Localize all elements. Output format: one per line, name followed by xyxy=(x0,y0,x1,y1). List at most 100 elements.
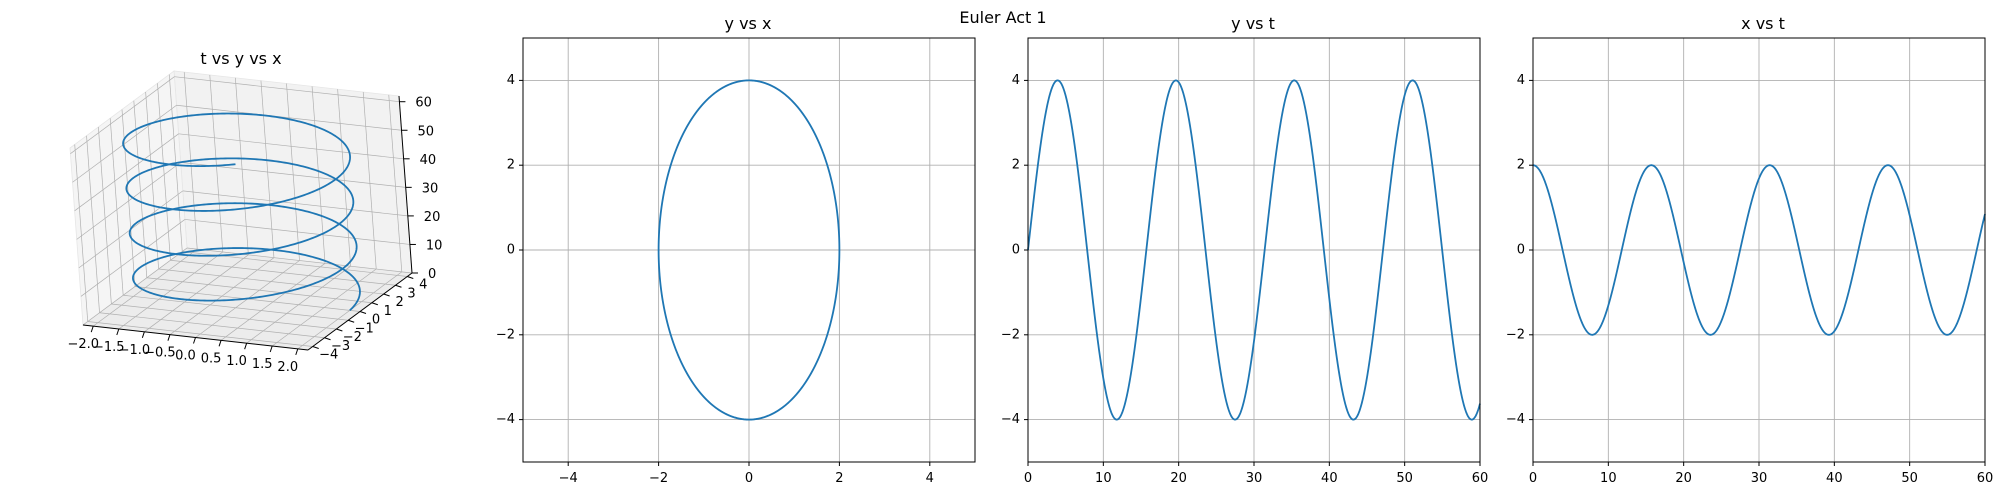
x-vs-t-ytick-label: −4 xyxy=(1506,412,1525,427)
y-vs-x-xtick-label: 0 xyxy=(745,471,753,486)
y-vs-t-xtick-label: 30 xyxy=(1246,471,1263,486)
plot-3d-title: t vs y vs x xyxy=(200,49,281,68)
x-tick xyxy=(167,334,171,341)
z-tick-label: 30 xyxy=(422,181,439,196)
y-vs-t-xtick-label: 40 xyxy=(1321,471,1338,486)
y-vs-t-frame xyxy=(1027,37,1481,463)
grid-left-y xyxy=(145,91,159,270)
y-vs-t-xtick-label: 10 xyxy=(1095,471,1112,486)
y-vs-x-xtick-label: −2 xyxy=(649,471,668,486)
grid-back-x xyxy=(260,80,275,258)
x-tick-label: −1.0 xyxy=(119,343,151,358)
z-tick-label: 0 xyxy=(428,267,436,282)
grid-left-z xyxy=(72,104,177,183)
y-vs-x-frame xyxy=(522,37,976,463)
z-tick-label: 40 xyxy=(420,153,437,168)
grid-back-z xyxy=(180,162,406,188)
x-vs-t-ytick-label: 4 xyxy=(1517,73,1525,88)
y-vs-x-xtick-label: 4 xyxy=(926,471,934,486)
x-vs-t-xtick-label: 60 xyxy=(1977,471,1994,486)
y-tick-label: −1 xyxy=(355,321,374,336)
grid-left-z xyxy=(76,162,181,240)
x-tick xyxy=(193,337,196,344)
grid-floor-y xyxy=(146,277,372,304)
figure-suptitle: Euler Act 1 xyxy=(959,8,1046,27)
y-vs-x-ytick-label: −4 xyxy=(496,412,515,427)
grid-left-y xyxy=(98,126,112,305)
y-tick-label: −4 xyxy=(319,348,338,363)
y-vs-t-ytick-label: −2 xyxy=(1001,327,1020,342)
x-tick-label: −2.0 xyxy=(67,337,99,352)
grid-back-z xyxy=(186,247,413,274)
x-tick-label: 0.0 xyxy=(175,349,196,364)
grid-floor-y xyxy=(111,303,337,330)
z-tick-label: 60 xyxy=(415,96,432,111)
grid-left-y xyxy=(109,118,124,296)
x-tick-label: −0.5 xyxy=(144,346,176,361)
x-vs-t-xtick-label: 0 xyxy=(1529,471,1537,486)
y-vs-t-ytick-label: 0 xyxy=(1012,243,1020,258)
plot-y-vs-t-title: y vs t xyxy=(1231,14,1275,33)
grid-back-z xyxy=(184,219,410,245)
x-tick-label: −1.5 xyxy=(93,340,125,355)
x-tick-label: 0.5 xyxy=(201,351,222,366)
grid-back-x xyxy=(209,74,224,253)
plot-y-vs-t: y vs t 0 10 20 30 40 50 60 −4 −2 0 2 4 xyxy=(1001,14,1488,486)
grid-back-x xyxy=(337,89,351,267)
y-vs-t-series-line xyxy=(1027,79,1481,421)
grid-back-z xyxy=(176,104,402,131)
y-vs-t-xtick-label: 60 xyxy=(1472,471,1489,486)
x-vs-t-xtick-label: 50 xyxy=(1901,471,1918,486)
grid-left-z xyxy=(74,133,179,212)
grid-left-y xyxy=(86,135,100,313)
grid-left-z xyxy=(80,219,186,297)
plot-y-vs-x-title: y vs x xyxy=(725,14,772,33)
y-tick-label: −3 xyxy=(331,339,350,354)
y-tick xyxy=(359,311,367,314)
plot-3d-t-vs-y-vs-x: t vs y vs x −2.0−1.5−1.0−0.5 0.0 0.5 1.0 1.5… xyxy=(67,49,442,375)
grid-back-z xyxy=(182,190,408,217)
y-tick-label: 2 xyxy=(395,295,403,310)
y-tick-label: 1 xyxy=(384,304,392,319)
grid-floor-y xyxy=(99,312,325,339)
y-vs-t-xtick-label: 50 xyxy=(1396,471,1413,486)
grid-back-z xyxy=(178,133,404,160)
y-vs-x-ytick-label: 0 xyxy=(507,243,515,258)
grid-back-x xyxy=(286,83,300,261)
y-tick-label: 0 xyxy=(372,313,380,328)
plot-x-vs-t: x vs t 0 10 20 30 40 50 60 −4 −2 0 2 4 xyxy=(1506,14,1993,486)
x-tick-label: 2.0 xyxy=(277,360,298,375)
y-tick-label: −2 xyxy=(343,330,362,345)
x-vs-t-frame xyxy=(1532,37,1986,463)
x-tick xyxy=(90,325,94,333)
grid-left-z xyxy=(82,247,188,326)
helix-series-line xyxy=(122,112,361,312)
plot-y-vs-x: y vs x −4 −2 0 2 4 −4 −2 0 2 4 xyxy=(496,14,976,486)
y-tick xyxy=(336,328,343,332)
x-tick xyxy=(295,348,299,356)
x-tick xyxy=(244,343,248,350)
y-tick xyxy=(395,284,402,288)
x-vs-t-xtick-label: 10 xyxy=(1600,471,1617,486)
grid-back-x xyxy=(235,77,249,255)
y-tick-label: 3 xyxy=(407,286,415,301)
x-vs-t-xtick-label: 40 xyxy=(1826,471,1843,486)
x-tick xyxy=(116,328,120,336)
y-tick xyxy=(312,346,319,349)
grid-floor-y xyxy=(123,294,349,321)
x-vs-t-xtick-label: 30 xyxy=(1751,471,1768,486)
x-tick-label: 1.0 xyxy=(226,354,247,369)
x-tick xyxy=(218,340,222,347)
z-tick-label: 20 xyxy=(424,210,441,225)
y-vs-x-xtick-label: 2 xyxy=(835,471,843,486)
grid-left-y xyxy=(74,144,89,322)
grid-left-y xyxy=(157,83,171,261)
y-vs-x-ytick-label: 4 xyxy=(507,73,515,88)
axis-z-line xyxy=(398,95,413,274)
x-vs-t-xtick-label: 20 xyxy=(1675,471,1692,486)
x-vs-t-ytick-label: 0 xyxy=(1517,243,1525,258)
grid-back-z xyxy=(174,76,400,103)
y-tick xyxy=(383,293,390,297)
grid-left-z xyxy=(70,76,175,154)
